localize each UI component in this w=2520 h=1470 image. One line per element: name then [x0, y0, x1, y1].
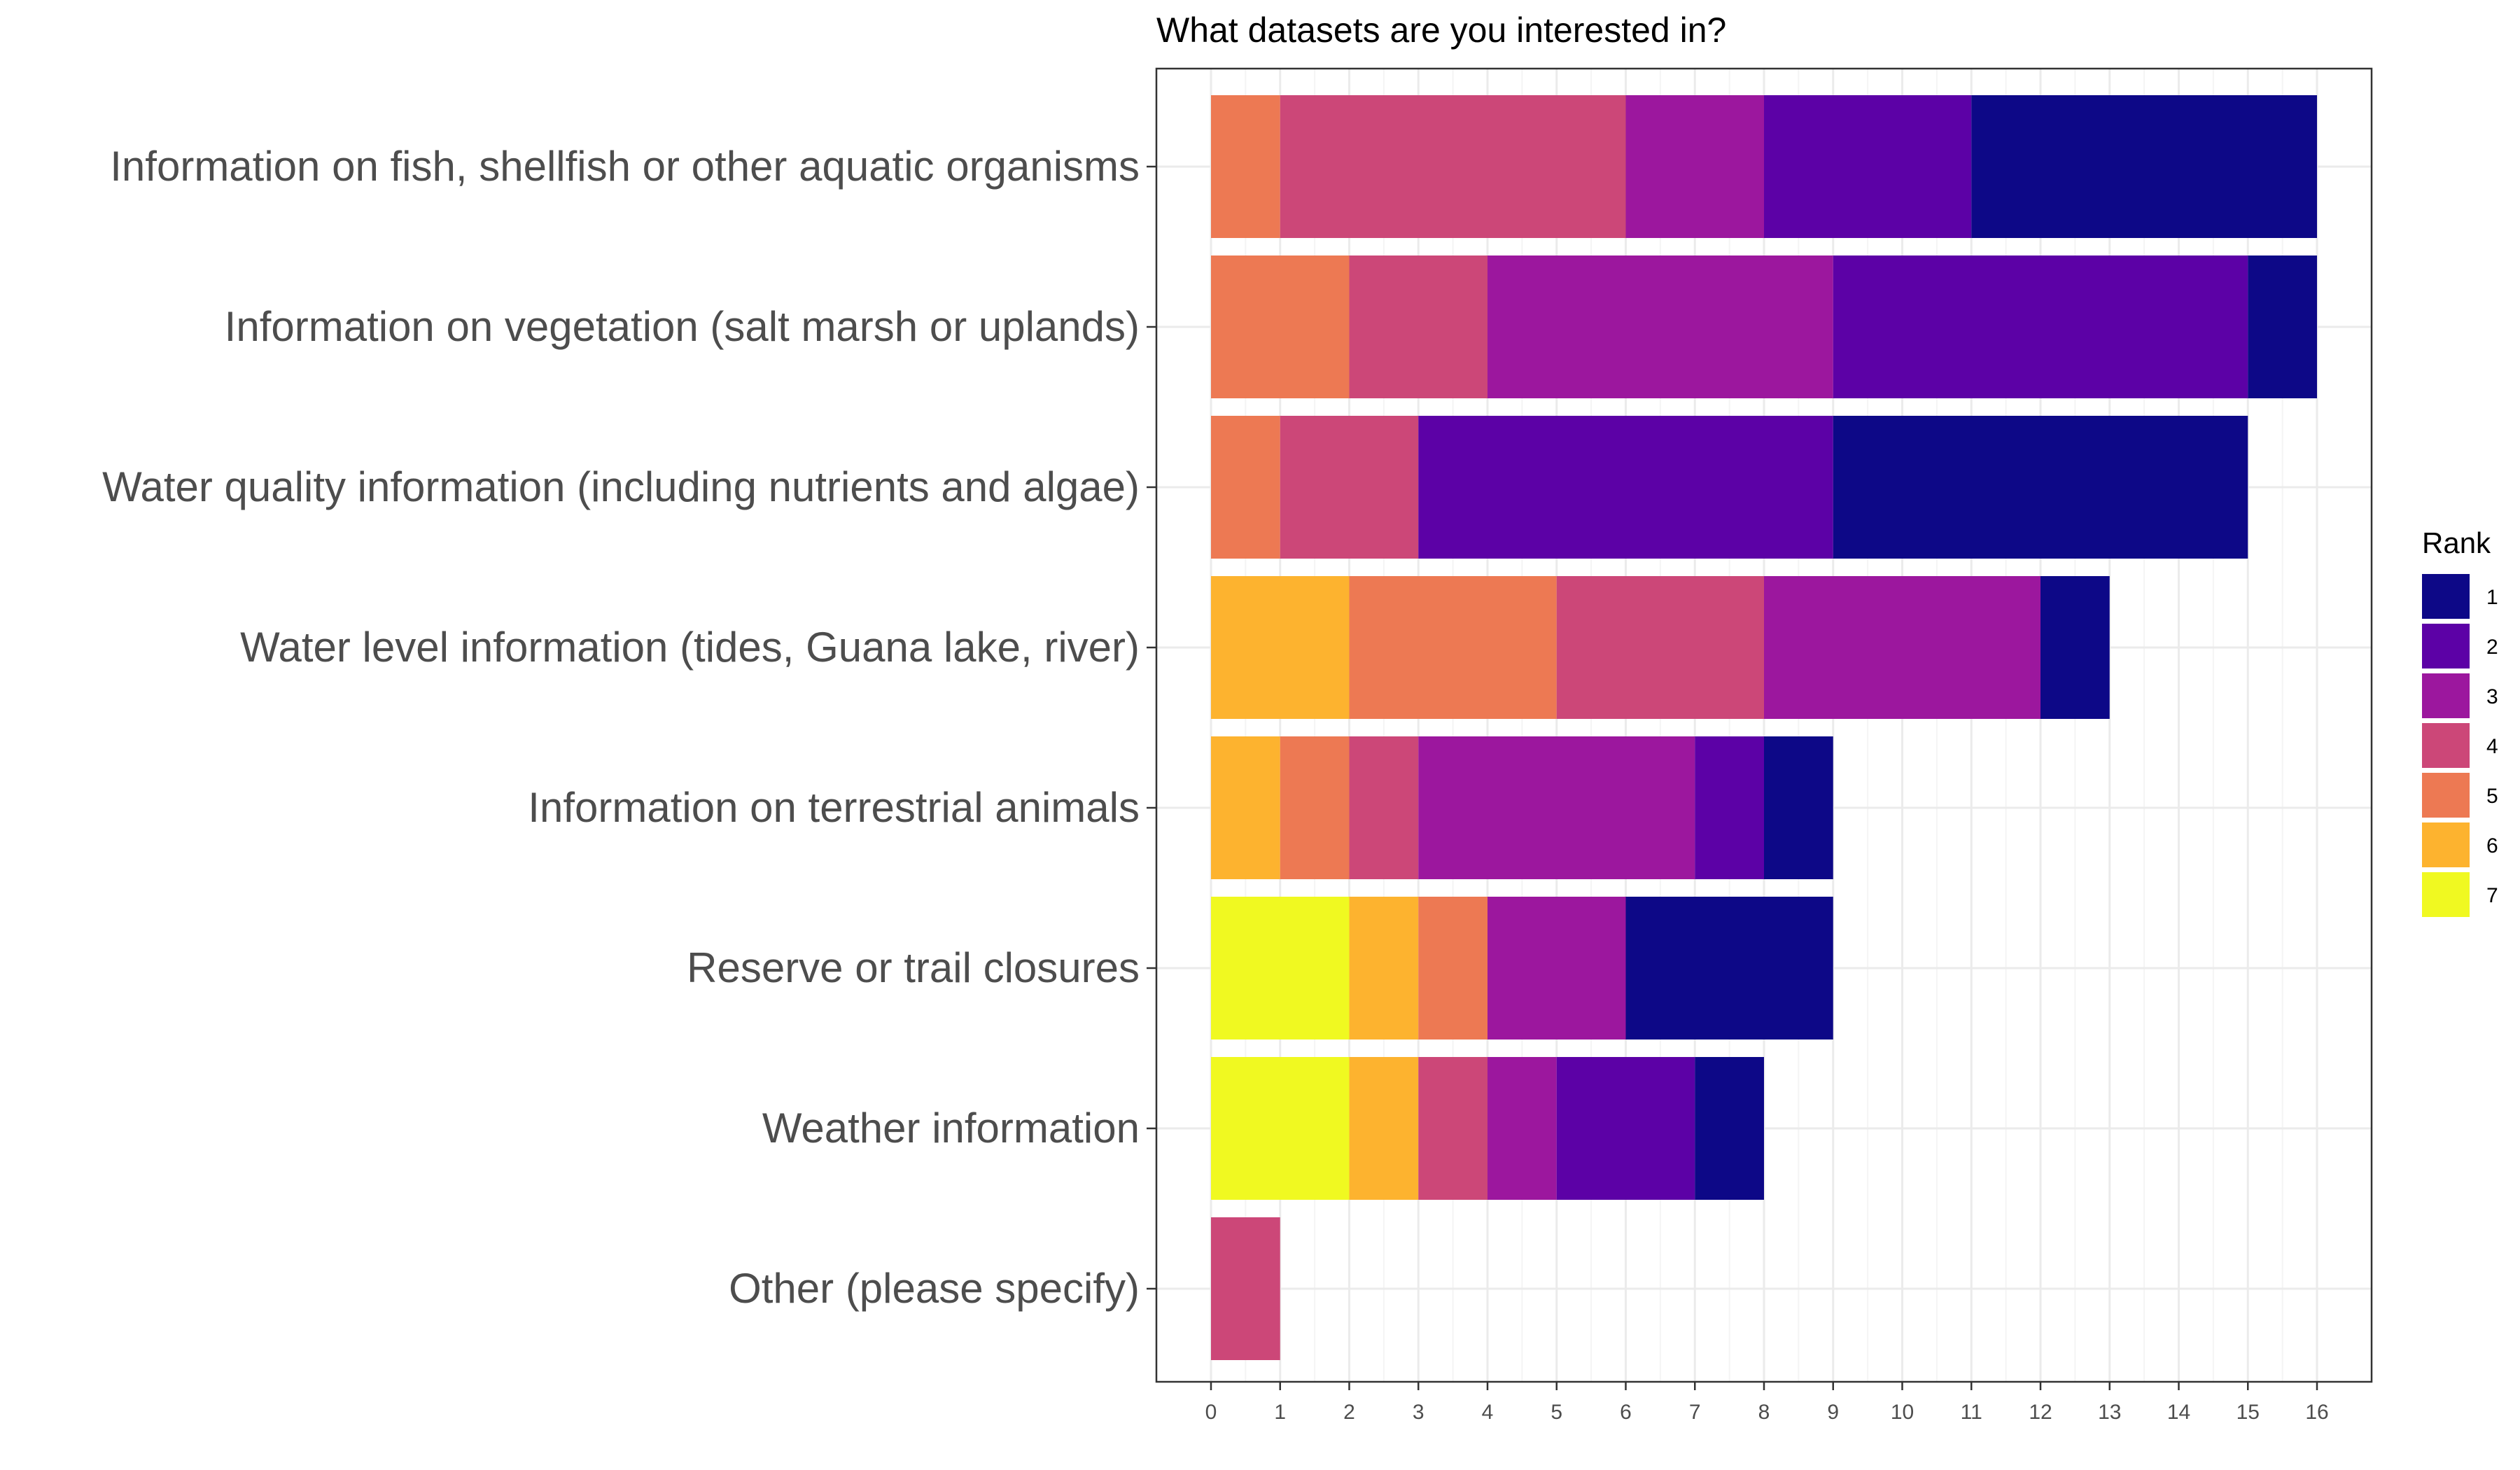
bar-segment-rank-3: [1488, 897, 1626, 1040]
bar-segment-rank-5: [1211, 416, 1280, 559]
bar-segment-rank-1: [1695, 1057, 1764, 1200]
legend-label: 2: [2486, 636, 2498, 659]
bar-segment-rank-5: [1349, 576, 1557, 719]
category-label: Weather information: [762, 1105, 1140, 1152]
x-tick-label: 7: [1689, 1401, 1701, 1424]
bar-segment-rank-2: [1833, 255, 2248, 398]
category-label: Other (please specify): [729, 1265, 1140, 1312]
x-tick-label: 5: [1550, 1401, 1562, 1424]
x-tick-label: 10: [1891, 1401, 1914, 1424]
legend-key-rank-1: [2422, 574, 2470, 619]
category-label: Reserve or trail closures: [687, 944, 1140, 991]
legend-key-rank-2: [2422, 624, 2470, 668]
bar-segment-rank-5: [1211, 255, 1350, 398]
legend-key-rank-6: [2422, 822, 2470, 867]
bar-segment-rank-6: [1349, 897, 1419, 1040]
bar-segment-rank-2: [1764, 95, 1972, 238]
bar-segment-rank-5: [1418, 897, 1488, 1040]
legend-key-rank-7: [2422, 872, 2470, 917]
legend-key-rank-5: [2422, 773, 2470, 818]
bar-segment-rank-6: [1211, 736, 1280, 879]
x-tick-label: 11: [1961, 1401, 1982, 1424]
x-tick-label: 0: [1205, 1401, 1217, 1424]
bars-layer: [1211, 95, 2317, 1360]
x-tick-label: 1: [1274, 1401, 1286, 1424]
legend-label: 4: [2486, 735, 2498, 758]
x-tick-label: 12: [2029, 1401, 2052, 1424]
bar-segment-rank-4: [1349, 736, 1419, 879]
category-label: Information on vegetation (salt marsh or…: [225, 303, 1140, 350]
bar-segment-rank-3: [1488, 255, 1833, 398]
x-tick-label: 15: [2236, 1401, 2260, 1424]
x-tick-label: 8: [1758, 1401, 1770, 1424]
bar-segment-rank-1: [1971, 95, 2317, 238]
bar-segment-rank-1: [2040, 576, 2110, 719]
x-tick-label: 9: [1827, 1401, 1839, 1424]
bar-segment-rank-1: [1833, 416, 2248, 559]
bar-segment-rank-3: [1488, 1057, 1557, 1200]
bar-segment-rank-4: [1349, 255, 1488, 398]
legend: Rank 1 2 3 4 5 6 7: [2422, 526, 2498, 917]
x-tick-label: 4: [1482, 1401, 1494, 1424]
legend-label: 5: [2486, 785, 2498, 808]
legend-label: 1: [2486, 586, 2498, 609]
legend-label: 3: [2486, 685, 2498, 708]
bar-segment-rank-2: [1418, 416, 1833, 559]
x-tick-label: 16: [2305, 1401, 2328, 1424]
bar-segment-rank-2: [1695, 736, 1764, 879]
category-label: Water quality information (including nut…: [102, 463, 1140, 510]
chart-title: What datasets are you interested in?: [1156, 10, 1726, 50]
bar-segment-rank-1: [2248, 255, 2317, 398]
bar-segment-rank-5: [1211, 95, 1280, 238]
bar-segment-rank-6: [1211, 576, 1350, 719]
bar-segment-rank-4: [1556, 576, 1764, 719]
bar-segment-rank-3: [1764, 576, 2040, 719]
x-tick-label: 14: [2167, 1401, 2190, 1424]
bar-segment-rank-4: [1280, 416, 1419, 559]
legend-label: 6: [2486, 834, 2498, 858]
bar-segment-rank-1: [1625, 897, 1833, 1040]
x-tick-label: 2: [1343, 1401, 1355, 1424]
legend-label: 7: [2486, 884, 2498, 907]
bar-segment-rank-3: [1418, 736, 1695, 879]
bar-segment-rank-4: [1211, 1217, 1280, 1360]
bar-segment-rank-1: [1764, 736, 1833, 879]
legend-title: Rank: [2422, 526, 2491, 559]
bar-segment-rank-4: [1280, 95, 1626, 238]
legend-key-rank-3: [2422, 673, 2470, 718]
category-label: Water level information (tides, Guana la…: [240, 624, 1140, 671]
bar-segment-rank-2: [1556, 1057, 1695, 1200]
x-tick-label: 6: [1620, 1401, 1632, 1424]
legend-key-rank-4: [2422, 723, 2470, 768]
bar-segment-rank-6: [1349, 1057, 1419, 1200]
bar-segment-rank-4: [1418, 1057, 1488, 1200]
x-tick-label: 13: [2098, 1401, 2121, 1424]
category-label: Information on terrestrial animals: [528, 784, 1140, 831]
x-tick-label: 3: [1413, 1401, 1424, 1424]
category-labels: Information on fish, shellfish or other …: [102, 143, 1156, 1312]
bar-segment-rank-5: [1280, 736, 1350, 879]
bar-segment-rank-3: [1625, 95, 1764, 238]
bar-segment-rank-7: [1211, 1057, 1350, 1200]
category-label: Information on fish, shellfish or other …: [110, 143, 1140, 190]
x-axis: 0 1 2 3 4 5 6 7 8 9 10 11 12 13 14 15 16: [1205, 1382, 2329, 1424]
bar-segment-rank-7: [1211, 897, 1350, 1040]
